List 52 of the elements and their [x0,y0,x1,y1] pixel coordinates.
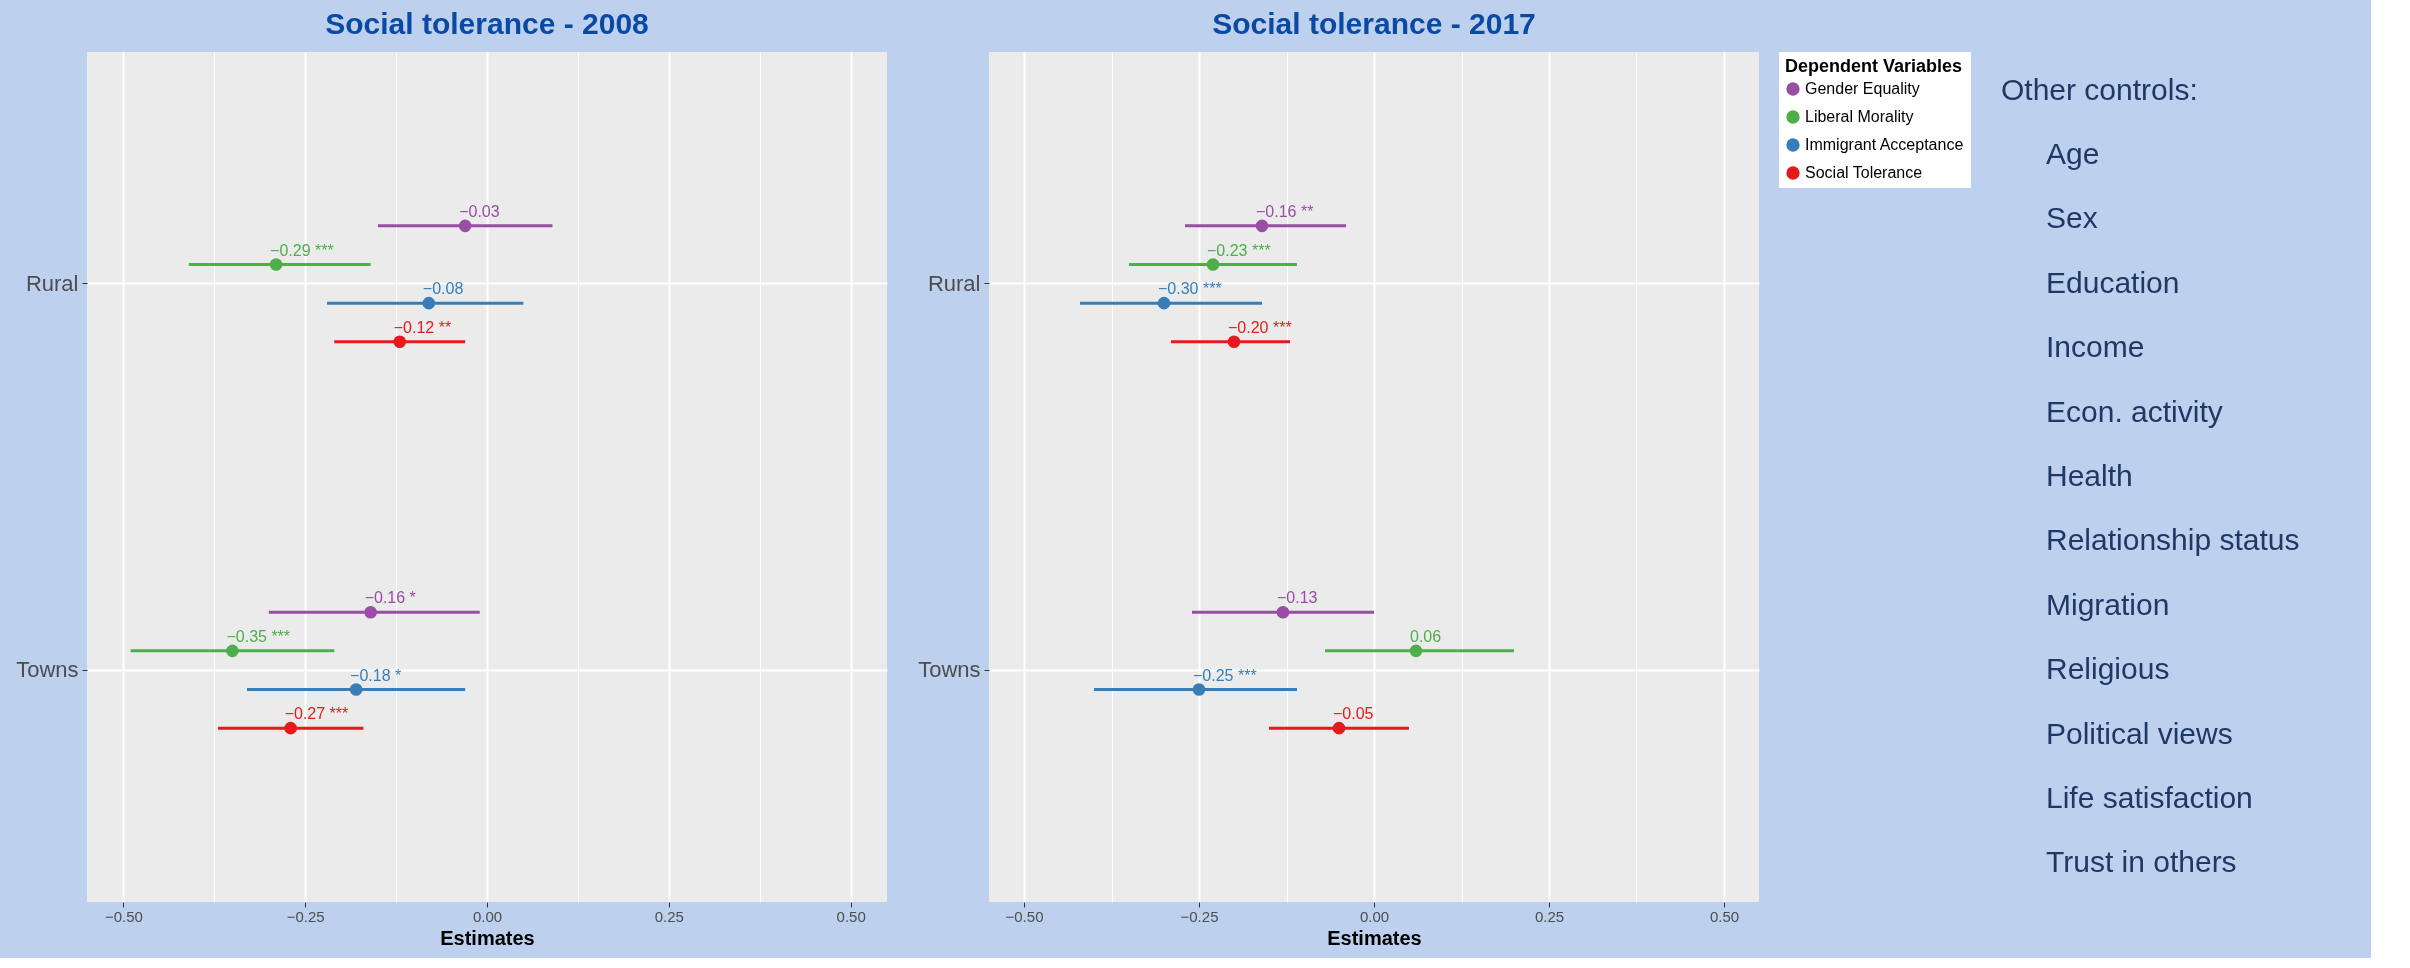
x-axis-title: Estimates [440,926,535,949]
x-tick-label: −0.50 [1005,907,1044,925]
y-tick-label: Rural [927,270,981,296]
y-tick-label: Towns [16,657,79,683]
text: Econ. activity [2046,394,2223,428]
legend-label: Social Tolerance [1805,164,1923,181]
x-tick-label: −0.50 [104,907,143,925]
data-label: −0.05 [1333,705,1374,723]
data-label: −0.23 *** [1207,241,1271,259]
data-label: −0.35 *** [226,627,291,645]
text: Religious [2046,652,2170,686]
x-tick-label: 0.00 [472,907,503,925]
data-label: −0.08 [422,280,464,298]
data-label: −0.20 *** [1228,318,1292,336]
chart-title: Social tolerance - 2008 [325,7,649,40]
data-label: 0.06 [1410,627,1442,645]
data-label: −0.13 [1277,589,1318,607]
text: Sex [2046,201,2098,235]
text: Political views [2046,716,2233,750]
text: Age [2046,137,2100,171]
x-axis-title: Estimates [1327,926,1422,949]
text: Health [2046,459,2133,492]
y-tick-label: Towns [918,657,981,683]
x-tick-label: −0.25 [286,907,325,925]
text: Education [2046,265,2180,299]
x-tick-label: 0.50 [836,907,866,925]
data-label: −0.16 ** [1256,202,1314,220]
text: Migration [2046,587,2170,621]
data-label: −0.03 [459,202,500,220]
x-tick-label: 0.25 [654,907,684,925]
y-tick-label: Rural [25,270,79,296]
x-tick-label: 0.50 [1709,907,1740,925]
data-label: −0.27 *** [284,705,349,723]
legend-label: Immigrant Acceptance [1805,136,1964,153]
data-label: −0.16 * [364,589,416,607]
x-tick-label: −0.25 [1180,907,1219,925]
text: Other controls: [2001,72,2198,106]
legend-label: Gender Equality [1805,80,1920,97]
text: Income [2046,330,2145,364]
text: Life satisfaction [2046,780,2253,814]
legend-label: Liberal Morality [1805,108,1914,125]
data-label: −0.29 *** [270,241,334,259]
x-tick-label: 0.00 [1359,907,1390,925]
x-tick-label: 0.25 [1534,907,1565,925]
data-label: −0.12 ** [393,318,452,336]
legend-title: Dependent Variables [1785,56,1963,76]
text: Trust in others [2046,845,2237,879]
data-label: −0.25 *** [1193,666,1257,684]
data-label: −0.18 * [350,666,402,684]
chart-title: Social tolerance - 2017 [1212,7,1536,40]
data-label: −0.30 *** [1158,280,1222,298]
text: Relationship status [2046,523,2300,557]
